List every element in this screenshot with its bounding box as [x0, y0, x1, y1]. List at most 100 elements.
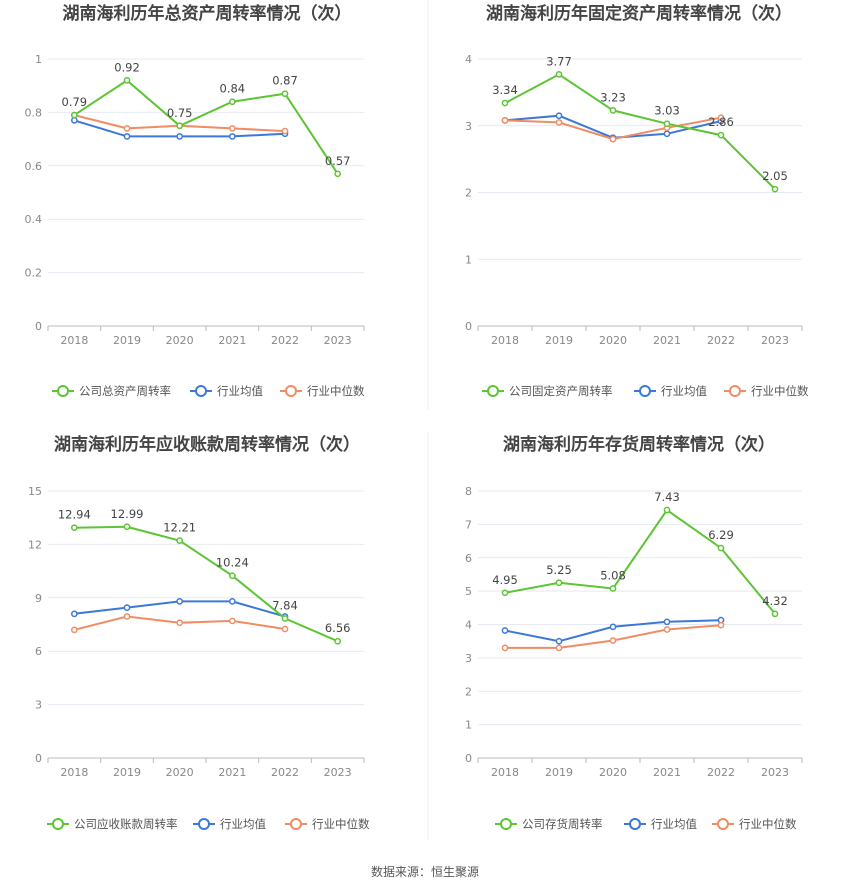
data-point: [609, 637, 617, 644]
x-tick-label: 2021: [653, 766, 681, 779]
data-point: [501, 99, 509, 107]
data-point: [501, 589, 509, 597]
chart-title: 湖南海利历年总资产周转率情况（次）: [63, 3, 352, 24]
legend-label: 行业均值: [220, 817, 266, 831]
y-tick-label: 0.6: [25, 160, 43, 173]
data-label: 0.87: [272, 74, 298, 88]
legend-item: 行业均值: [634, 384, 707, 398]
data-point: [663, 626, 671, 633]
legend-label: 行业中位数: [312, 817, 370, 831]
y-tick-label: 1: [465, 253, 472, 266]
y-tick-label: 3: [465, 120, 472, 133]
data-point: [501, 627, 509, 634]
legend-label: 公司应收账款周转率: [74, 817, 178, 831]
y-tick-label: 3: [465, 652, 472, 665]
legend-label: 公司存货周转率: [522, 817, 603, 831]
data-point: [609, 623, 617, 631]
x-tick-label: 2023: [324, 334, 352, 347]
legend-item: 公司固定资产周转率: [482, 384, 613, 398]
data-label: 4.95: [492, 573, 518, 587]
data-point: [609, 135, 617, 143]
data-point: [123, 613, 131, 620]
data-label: 12.21: [163, 521, 196, 535]
data-point: [176, 133, 184, 140]
series-line-1: [73, 79, 339, 175]
y-tick-label: 12: [28, 538, 42, 551]
data-point: [123, 604, 131, 611]
legend-label: 公司固定资产周转率: [509, 384, 613, 398]
legend-label: 行业中位数: [307, 384, 365, 398]
data-point: [281, 127, 289, 135]
y-tick-label: 6: [35, 645, 42, 658]
data-label: 0.57: [325, 154, 351, 168]
data-point: [123, 523, 131, 531]
legend-marker: [57, 385, 69, 397]
x-tick-label: 2020: [599, 334, 627, 347]
legend-item: 公司应收账款周转率: [47, 817, 178, 831]
data-point: [771, 185, 779, 193]
data-point: [717, 131, 725, 139]
data-label: 3.03: [654, 104, 680, 118]
data-point: [717, 621, 725, 629]
legend-marker: [487, 385, 499, 397]
chart-3: 湖南海利历年应收账款周转率情况（次） 0 3 6 9 12 15 2018 2019 2020 20…: [28, 434, 370, 831]
data-point: [176, 598, 184, 605]
legend-item: 行业中位数: [712, 817, 797, 831]
x-tick-label: 2023: [324, 766, 352, 779]
data-point: [228, 598, 236, 605]
y-tick-label: 2: [465, 187, 472, 200]
data-point: [663, 130, 671, 138]
data-point: [663, 120, 671, 128]
legend-marker: [500, 818, 512, 830]
y-tick-label: 0: [465, 752, 472, 765]
chart-title: 湖南海利历年存货周转率情况（次）: [503, 434, 775, 455]
data-label: 3.23: [600, 90, 626, 104]
x-tick-label: 2018: [60, 766, 88, 779]
data-point: [176, 537, 184, 545]
legend-label: 公司总资产周转率: [79, 384, 171, 398]
data-label: 10.24: [216, 556, 249, 570]
data-label: 6.56: [325, 621, 351, 635]
legend-item: 行业均值: [624, 817, 697, 831]
y-tick-label: 4: [465, 619, 472, 632]
legend-marker: [717, 818, 729, 830]
source-note: 数据来源：恒生聚源: [371, 864, 479, 879]
x-tick-label: 2023: [761, 334, 789, 347]
data-label: 12.94: [58, 508, 91, 522]
x-tick-label: 2020: [599, 766, 627, 779]
data-label: 6.29: [708, 528, 734, 542]
data-point: [334, 170, 342, 178]
data-label: 0.75: [167, 106, 193, 120]
y-tick-label: 0: [35, 320, 42, 333]
data-point: [609, 107, 617, 114]
legend-marker: [729, 385, 741, 397]
y-tick-label: 1: [35, 53, 42, 66]
data-point: [555, 644, 563, 652]
data-point: [228, 98, 236, 106]
chart-4: 湖南海利历年存货周转率情况（次） 0 1 2 3 4 5 6 7 8 2018 2019 2020 202…: [465, 434, 803, 831]
x-tick-label: 2020: [166, 766, 194, 779]
y-tick-label: 6: [465, 552, 472, 565]
chart-title: 湖南海利历年应收账款周转率情况（次）: [54, 434, 360, 455]
legend-item: 行业均值: [193, 817, 266, 831]
data-point: [123, 125, 131, 132]
legend-marker: [285, 385, 297, 397]
data-point: [663, 506, 671, 514]
y-tick-label: 7: [465, 518, 472, 531]
x-tick-label: 2023: [761, 766, 789, 779]
data-label: 3.77: [546, 54, 572, 68]
legend-marker: [629, 818, 641, 830]
data-point: [717, 544, 725, 552]
legend-item: 行业中位数: [285, 817, 370, 831]
y-tick-label: 3: [35, 699, 42, 712]
data-point: [663, 618, 671, 626]
data-point: [228, 572, 236, 580]
data-label: 2.86: [708, 115, 734, 129]
data-point: [228, 617, 236, 625]
x-tick-label: 2022: [271, 334, 299, 347]
legend-item: 行业中位数: [280, 384, 365, 398]
x-tick-label: 2019: [545, 766, 573, 779]
y-tick-label: 0.2: [25, 267, 43, 280]
y-tick-label: 5: [465, 585, 472, 598]
